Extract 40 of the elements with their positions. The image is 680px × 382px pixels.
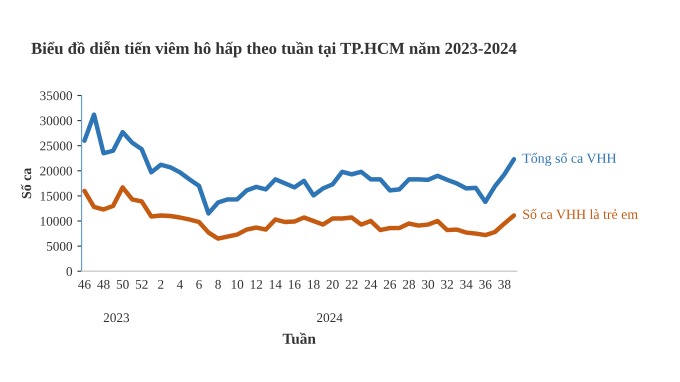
text: 2023	[104, 313, 130, 322]
x-tick-label: 20	[326, 280, 339, 289]
x-tick-label: 22	[346, 280, 358, 289]
x-tick-label: 30	[422, 280, 434, 289]
x-tick-label: 38	[498, 280, 510, 289]
series-label: Số ca VHH là trẻ em	[523, 208, 638, 220]
x-tick-label: 4	[176, 280, 183, 289]
y-axis-title: Số ca	[20, 168, 32, 198]
x-tick-label: 46	[78, 280, 91, 289]
x-axis-title: Tuần	[282, 332, 316, 344]
y-tick-label: 0	[66, 267, 72, 276]
y-tick-label: 5000	[46, 242, 72, 251]
x-tick-label: 14	[270, 280, 282, 289]
x-tick-label: 16	[288, 280, 301, 289]
x-tick-label: 36	[479, 280, 492, 289]
x-tick-label: 48	[97, 280, 110, 289]
x-tick-label: 50	[116, 280, 129, 289]
series-label: Tổng số ca VHH	[522, 152, 616, 166]
y-tick-label: 15000	[40, 192, 72, 201]
chart-title: Biểu đồ diễn tiến viêm hô hấp theo tuần tại TP.HCM năm 2023-2024	[31, 41, 516, 58]
y-tick-label: 20000	[40, 166, 72, 176]
text: 2024	[317, 313, 343, 322]
y-tick-label: 30000	[40, 116, 72, 126]
x-tick-label: 34	[460, 280, 473, 289]
y-tick-label: 10000	[40, 216, 72, 226]
x-tick-label: 28	[402, 280, 416, 289]
x-tick-label: 10	[232, 280, 244, 289]
y-tick-label: 35000	[40, 91, 72, 100]
x-tick-label: 24	[364, 280, 378, 289]
x-tick-label: 32	[441, 280, 453, 289]
x-tick-label: 8	[215, 280, 221, 289]
x-tick-label: 18	[308, 280, 320, 289]
x-tick-label: 52	[136, 280, 148, 289]
x-tick-label: 26	[384, 280, 396, 289]
line-series	[82, 185, 516, 241]
x-tick-label: 6	[196, 280, 202, 289]
y-tick-label: 25000	[40, 142, 72, 150]
x-tick-label: 2	[158, 280, 164, 289]
line-series	[82, 112, 516, 216]
x-tick-label: 12	[250, 280, 262, 289]
